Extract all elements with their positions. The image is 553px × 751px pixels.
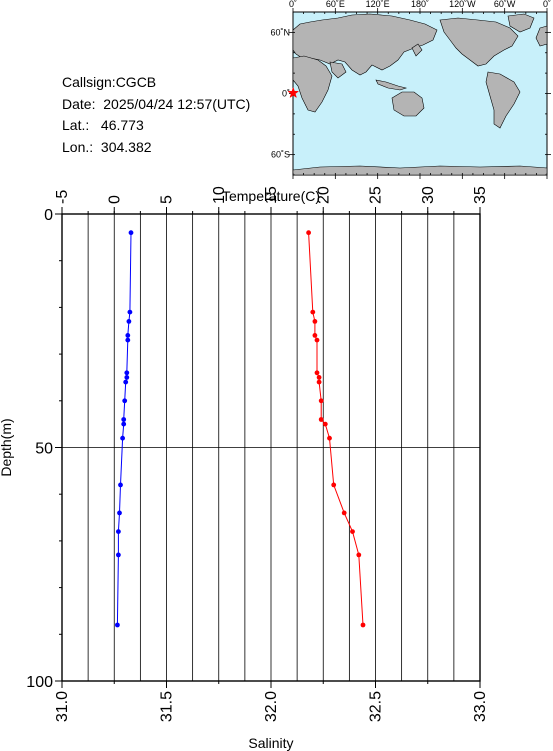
salinity-data-point: [314, 370, 320, 376]
salinity-data-point: [314, 337, 320, 343]
map-lon-label: 0˚: [543, 0, 551, 9]
greenland-landmass: [507, 13, 535, 33]
salinity-tick-label: 32.5: [368, 691, 385, 722]
temperature-data-point: [121, 421, 127, 427]
salinity-data-point: [312, 333, 318, 338]
map-lon-label: 60˚E: [326, 0, 345, 9]
temperature-data-point: [118, 482, 123, 488]
salinity-tick-label: 33.0: [472, 691, 489, 722]
map-land: [292, 13, 548, 176]
salinity-data-point: [318, 398, 324, 404]
temperature-data-point: [117, 510, 122, 516]
japan-islands: [411, 43, 423, 57]
europe-west-edge: [535, 25, 548, 47]
temperature-data-point: [125, 333, 131, 338]
salinity-data-point: [356, 552, 362, 558]
temperature-data-point: [123, 379, 129, 385]
callsign-text: Callsign:CGCB: [62, 74, 157, 90]
temperature-data-point: [116, 529, 121, 534]
star-icon: [287, 86, 300, 99]
temperature-data-point: [120, 435, 125, 441]
salinity-profile-line: [308, 232, 364, 626]
salinity-data-point: [322, 421, 328, 427]
depth-axis-label: Depth(m): [0, 418, 14, 476]
temperature-data-point: [121, 417, 127, 422]
date-text: Date: 2025/04/24 12:57(UTC): [62, 95, 251, 112]
longitude-text: Lon.: 304.382: [62, 138, 152, 155]
salinity-data-point: [327, 435, 332, 441]
salinity-data-point: [350, 529, 355, 534]
salinity-tick-label: 31.0: [54, 691, 71, 722]
eurasia-landmass: [292, 13, 438, 76]
salinity-data-point: [360, 622, 366, 628]
temperature-data-point: [116, 552, 121, 558]
temperature-profile-line: [116, 232, 132, 626]
indonesia-islands: [375, 79, 408, 91]
south-america-landmass: [485, 71, 521, 129]
salinity-data-point: [316, 375, 322, 380]
salinity-axis-label: Salinity: [248, 735, 293, 751]
latitude-text: Lat.: 46.773: [62, 117, 144, 133]
africa-landmass: [292, 55, 333, 113]
chart-frame: [61, 213, 481, 682]
north-america-landmass: [439, 17, 519, 67]
salinity-data-point: [310, 309, 316, 315]
depth-tick-label: 0: [44, 207, 53, 224]
map-lon-label: 180˚: [411, 0, 429, 9]
temperature-data-point: [115, 622, 120, 628]
temperature-data-point: [128, 230, 134, 236]
map-lon-label: 0˚: [289, 0, 297, 9]
map-lat-label: 60˚S: [271, 150, 290, 160]
temperature-data-point: [125, 337, 131, 343]
depth-tick-label: 50: [35, 441, 53, 458]
salinity-tick-label: 31.5: [159, 691, 176, 722]
salinity-data-point: [306, 230, 311, 236]
temperature-data-point: [122, 398, 128, 404]
temperature-data-point: [124, 375, 130, 380]
salinity-data-point: [318, 417, 324, 422]
salinity-data-point: [316, 379, 322, 385]
salinity-data-point: [331, 482, 337, 488]
map-lon-label: 120˚W: [449, 0, 476, 9]
temperature-data-point: [126, 319, 132, 324]
map-lat-label: 0˚: [282, 89, 290, 99]
temperature-data-point: [127, 309, 133, 315]
depth-tick-label: 100: [26, 674, 53, 691]
salinity-data-point: [312, 319, 318, 324]
chart-grid: [62, 214, 480, 681]
salinity-data-point: [341, 510, 347, 516]
location-map: 0˚ 60˚E 120˚E 180˚ 120˚W 60˚W 0˚ 60˚N 0˚ 60˚S: [270, 0, 551, 179]
arabia-landmass: [329, 61, 347, 79]
salinity-tick-label: 32.0: [263, 691, 280, 722]
chart-series: [115, 230, 366, 628]
map-lon-label: 120˚E: [366, 0, 390, 9]
temperature-data-point: [124, 370, 130, 376]
station-info: Callsign:CGCB Date: 2025/04/24 12:57(UTC…: [62, 72, 250, 158]
australia-landmass: [391, 91, 425, 117]
map-lon-label: 60˚W: [494, 0, 516, 9]
map-labels: 0˚ 60˚E 120˚E 180˚ 120˚W 60˚W 0˚ 60˚N 0˚ 60˚S: [270, 0, 551, 160]
map-lat-label: 60˚N: [270, 27, 290, 37]
